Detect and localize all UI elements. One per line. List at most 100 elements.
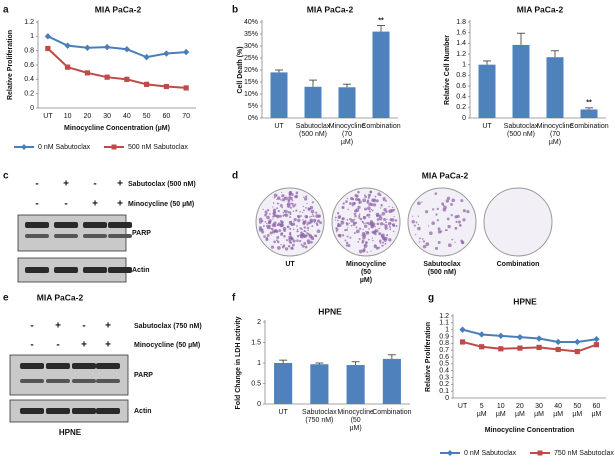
blot-footer: HPNE [59, 428, 82, 437]
colony [351, 204, 354, 207]
colony [334, 216, 337, 219]
marker [574, 338, 581, 346]
y-tick-label: 1.4 [456, 40, 466, 47]
colony [292, 204, 296, 208]
colony [366, 251, 369, 253]
colony [378, 216, 383, 221]
colony [357, 198, 361, 202]
colony [384, 199, 387, 202]
colony [313, 221, 316, 224]
x-tick-label: Minocycline (70 µM) [537, 123, 574, 146]
colony [345, 222, 348, 225]
chart-title: HPNE [513, 296, 537, 306]
colony [303, 196, 305, 198]
y-tick-label: 1 [445, 327, 449, 334]
colony [392, 208, 396, 212]
colony [338, 234, 342, 238]
colony [261, 230, 265, 234]
blot-band [25, 222, 49, 228]
legend-marker [21, 144, 27, 150]
colony [354, 194, 358, 197]
y-tick-label: 0.6 [456, 83, 466, 90]
colony [266, 224, 270, 228]
colony [299, 227, 303, 230]
colony [284, 213, 289, 218]
colony [368, 227, 370, 230]
colony [293, 221, 295, 223]
colony [307, 241, 311, 245]
colony [282, 244, 286, 247]
treatment-sign: + [81, 340, 87, 351]
colony [291, 199, 294, 202]
colony [305, 234, 308, 237]
y-tick-label: 0.8 [24, 48, 34, 55]
colony [355, 226, 358, 229]
colony [454, 241, 456, 243]
colony [302, 220, 307, 225]
colony [354, 214, 357, 218]
colony [345, 244, 348, 247]
colony [346, 219, 349, 221]
colony [386, 218, 388, 221]
colony [384, 242, 387, 245]
colony [425, 242, 430, 247]
colony [350, 224, 353, 227]
y-tick-label: 35% [244, 31, 258, 38]
colony [309, 205, 314, 210]
colony [281, 194, 285, 198]
colony [451, 198, 456, 203]
colony [294, 194, 299, 199]
colony [306, 202, 308, 205]
colony [295, 209, 298, 212]
colony [358, 201, 361, 205]
colony [445, 199, 450, 203]
line [47, 35, 187, 59]
marker [459, 339, 466, 345]
colony [281, 222, 283, 224]
colony [459, 224, 462, 227]
colony [466, 209, 470, 214]
colony [368, 196, 370, 198]
colony [264, 213, 267, 217]
colony [276, 240, 280, 244]
colony [316, 219, 321, 223]
colony [353, 218, 356, 221]
bar [478, 64, 496, 118]
blot-band [54, 267, 78, 273]
colony [371, 237, 374, 239]
y-tick-label: 0 [445, 395, 449, 402]
significance: ** [586, 100, 592, 107]
blot-band [96, 408, 120, 414]
x-tick-label: Sabutoclax (500 nM) [504, 123, 539, 138]
y-tick-label: 5% [248, 103, 258, 110]
colony [355, 208, 360, 213]
colony [359, 217, 363, 221]
colony [287, 210, 290, 214]
colony [362, 221, 364, 224]
bar [372, 31, 390, 119]
colony [304, 231, 307, 233]
colony [366, 221, 370, 225]
colony [341, 217, 344, 220]
marker [459, 326, 466, 333]
colony [302, 211, 304, 213]
y-tick-label: 40% [244, 19, 258, 26]
colony [299, 210, 301, 213]
colony [444, 229, 447, 232]
treatment-label: Minocycline (50 µM) [128, 201, 194, 208]
y-axis-title: Relative Proliferation [7, 30, 14, 100]
colony [365, 231, 367, 233]
colony [393, 215, 395, 218]
blot-band [96, 379, 120, 383]
colony [434, 246, 439, 250]
colony [370, 250, 372, 252]
line [47, 47, 187, 89]
colony [307, 229, 309, 232]
marker [65, 64, 71, 70]
colony [355, 197, 358, 201]
blot-band [20, 379, 44, 383]
colony [395, 224, 398, 228]
marker [574, 348, 580, 355]
marker [143, 53, 150, 61]
blot-band [46, 379, 70, 383]
